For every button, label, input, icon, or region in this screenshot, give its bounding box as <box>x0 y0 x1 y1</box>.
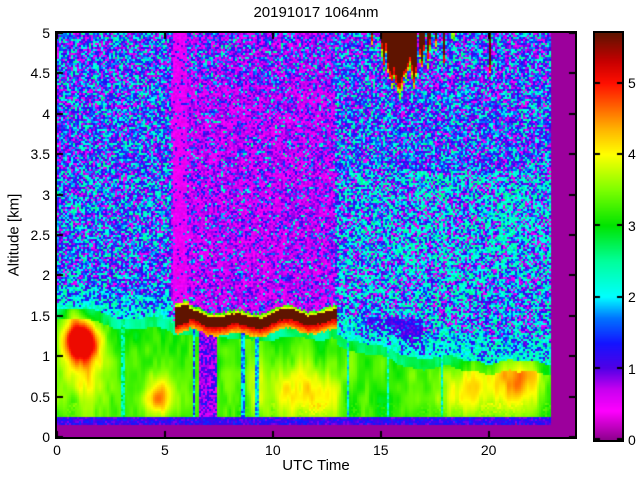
y-tick-label: 2.5 <box>30 227 50 243</box>
colorbar-tick-label: 5 <box>628 74 636 91</box>
colorbar-tick-label: 2 <box>628 289 636 306</box>
y-tick-label: 3 <box>42 186 50 203</box>
x-tick-label: 10 <box>265 442 281 458</box>
x-tick-label: 15 <box>372 442 389 458</box>
colorbar-tick-label: 3 <box>628 217 636 234</box>
y-tick-label: 4 <box>42 105 50 122</box>
x-axis-label: UTC Time <box>282 457 350 474</box>
x-tick-label: 20 <box>480 442 497 458</box>
y-tick-label: 3.5 <box>30 146 50 163</box>
y-tick-label: 1.5 <box>30 307 50 324</box>
y-tick-label: 0.5 <box>30 388 50 405</box>
colorbar-tick-label: 0 <box>628 432 636 448</box>
y-tick-label: 2 <box>42 267 50 284</box>
colorbar-tick-label: 4 <box>628 146 636 163</box>
chart-title: 20191017 1064nm <box>253 4 379 21</box>
y-tick-label: 0 <box>42 429 50 445</box>
x-tick-label: 5 <box>161 442 169 458</box>
colorbar-canvas <box>595 33 622 440</box>
colorbar <box>593 31 624 442</box>
colorbar-tick-label: 1 <box>628 360 636 377</box>
y-tick-label: 1 <box>42 348 50 365</box>
heatmap-canvas <box>57 33 575 437</box>
y-tick-label: 5 <box>42 25 50 41</box>
x-tick-label: 0 <box>53 442 61 458</box>
y-tick-label: 4.5 <box>30 65 50 82</box>
plot-area <box>55 31 577 439</box>
